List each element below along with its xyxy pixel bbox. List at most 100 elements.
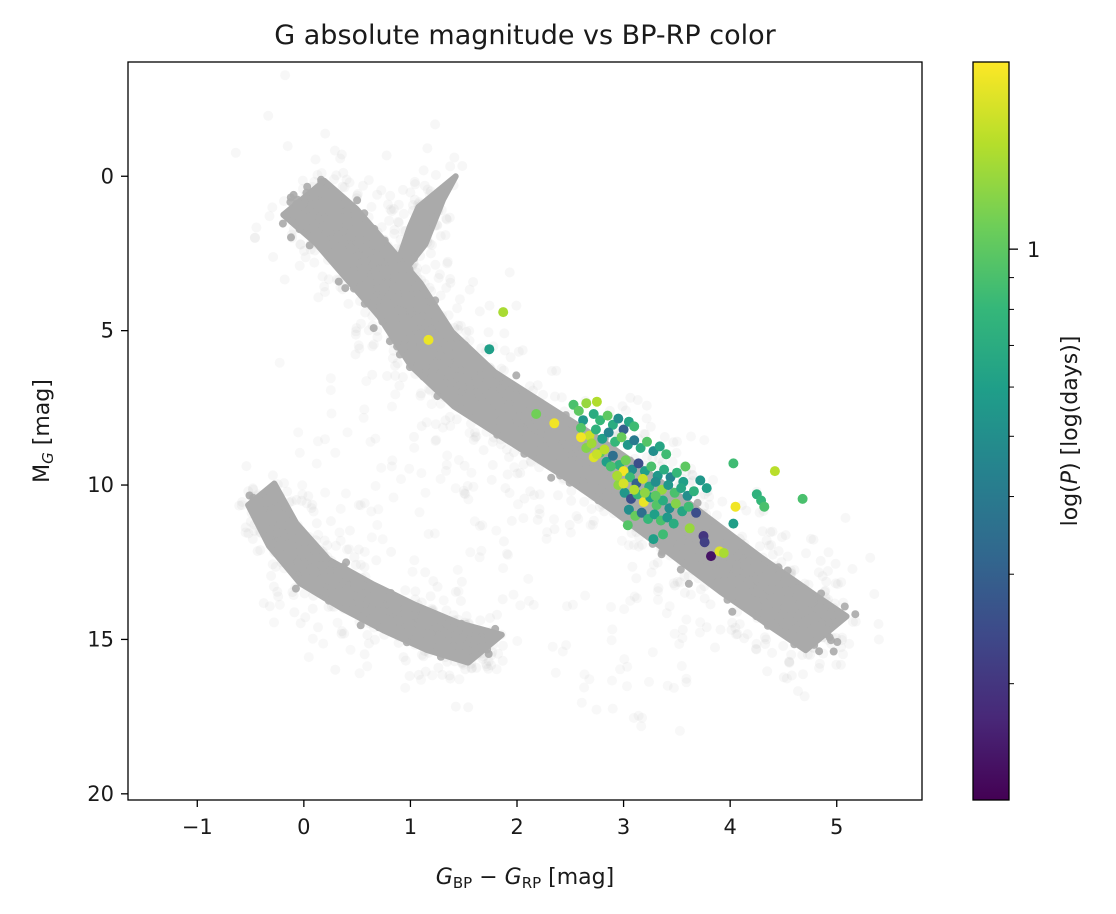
background-star [727,617,738,628]
background-star [279,196,289,207]
background-star [255,545,266,556]
background-star [481,661,492,672]
plot-area [230,70,884,736]
background-star [532,380,543,391]
background-star [831,659,842,670]
background-star [374,599,383,608]
background-star [460,489,471,500]
background-star [434,269,445,280]
background-star [549,524,560,535]
background-star [393,199,404,210]
background-star [784,591,793,599]
data-point [588,409,599,419]
background-star [416,388,427,399]
background-star [562,601,572,612]
background-star [606,635,617,646]
background-star [641,452,652,463]
background-star [303,652,314,663]
background-star [386,461,397,472]
y-tick-label: 20 [87,782,114,806]
background-star [441,379,450,388]
background-star [474,521,485,531]
background-star [410,318,419,327]
background-star [566,495,577,506]
background-star [262,499,271,507]
background-star [566,486,577,496]
background-star [668,437,679,448]
background-star [249,232,260,243]
background-star [557,466,566,475]
background-star [410,611,419,620]
background-star [715,624,726,635]
background-star [840,602,849,611]
background-star [550,428,559,437]
background-star [496,384,505,393]
background-star [760,639,771,649]
x-tick-label: 3 [617,815,630,839]
background-star [464,284,475,295]
background-star [465,407,474,416]
background-star [463,702,474,713]
background-star [272,586,283,597]
background-star [699,435,710,446]
background-star [340,488,351,499]
background-star [455,320,466,331]
background-star [412,355,421,364]
background-star [323,274,334,285]
background-star [775,570,784,578]
background-star [282,141,293,152]
data-point [769,466,780,477]
background-star [679,571,690,582]
background-star [495,373,504,382]
background-star [526,431,535,440]
background-star [401,335,410,344]
background-star [658,547,667,556]
background-star [318,221,327,230]
background-star [413,669,424,680]
background-star [675,577,686,588]
background-star [291,495,302,505]
background-star [305,552,314,561]
background-star [641,413,652,424]
background-star [416,468,427,479]
background-star [532,514,543,525]
y-axis: 0 5 10 15 20 [87,164,128,806]
background-star [561,411,570,420]
background-star [350,217,359,226]
background-star [444,670,455,681]
background-star [440,415,451,426]
background-star [556,392,567,403]
background-star [429,528,440,539]
background-star [356,621,365,630]
background-star [628,540,639,550]
background-star [735,585,743,594]
background-star [484,300,495,311]
background-star [751,575,760,584]
x-tick-label: −1 [182,815,213,839]
background-star [470,647,479,655]
background-star [335,503,346,514]
background-star [342,544,352,555]
background-star [791,624,800,633]
background-star [344,219,353,228]
background-star [511,300,522,311]
data-point [573,405,584,416]
background-star [376,222,387,233]
background-star [293,427,304,438]
background-star [302,188,311,197]
background-star [668,682,679,693]
background-star [330,664,341,675]
background-star [474,390,483,399]
background-star [430,259,441,270]
background-star [477,520,488,531]
background-star [380,236,389,245]
background-star [367,341,378,352]
background-star [353,239,362,248]
background-star [433,273,444,283]
background-star [832,579,843,590]
background-star [268,581,279,592]
background-star [444,631,453,640]
background-star [453,354,462,363]
background-star [441,213,452,224]
background-star [282,486,293,497]
